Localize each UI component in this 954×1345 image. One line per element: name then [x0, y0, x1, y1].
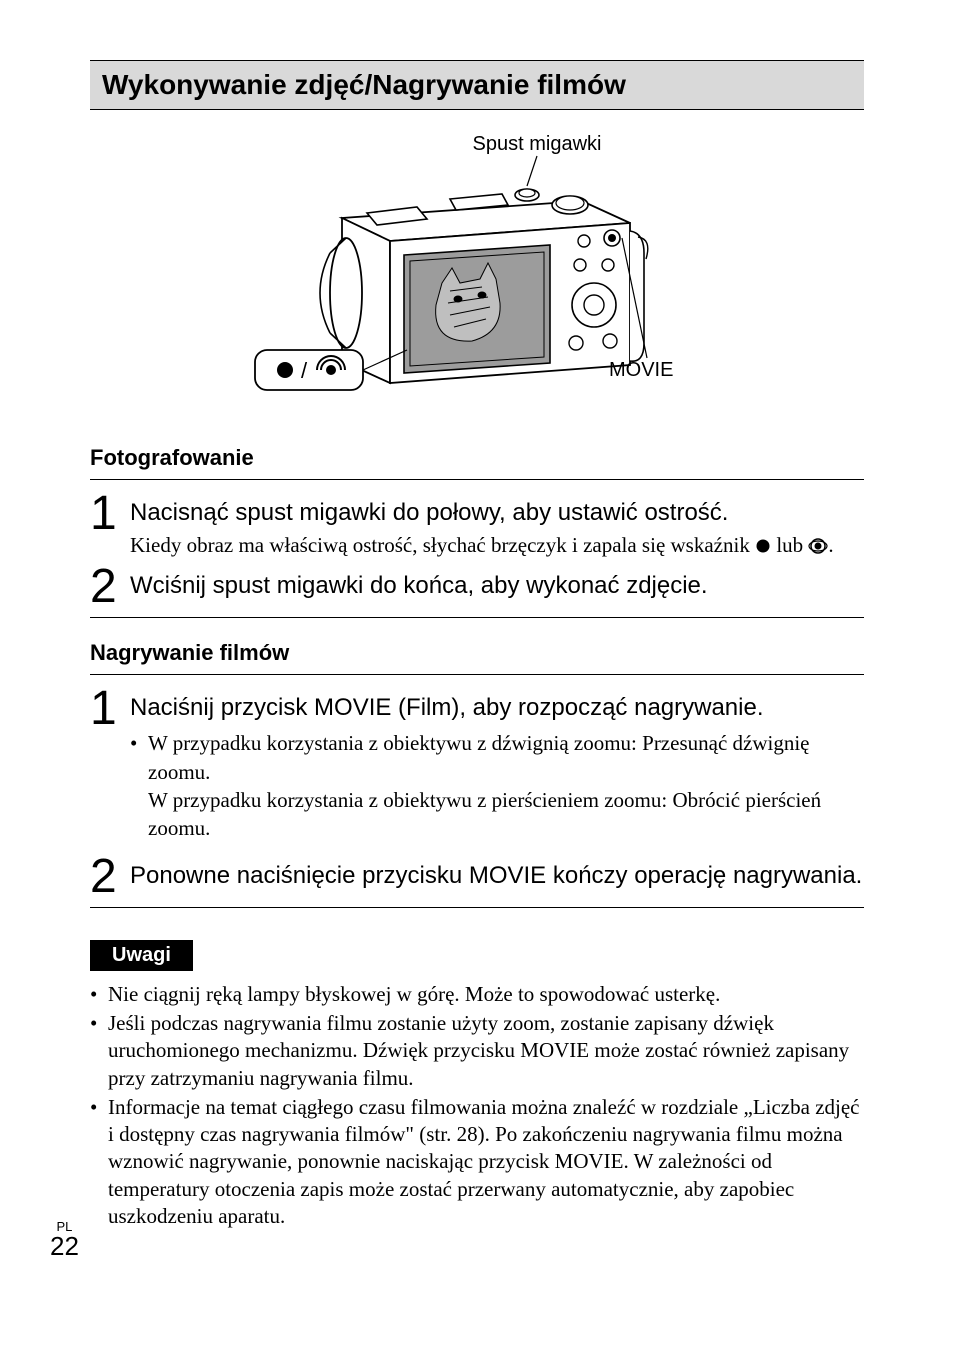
svg-text:/: / [301, 358, 308, 383]
step-number: 1 [90, 490, 130, 538]
notes-list: •Nie ciągnij ręką lampy błyskowej w górę… [90, 981, 864, 1231]
bullet-dot-icon: • [90, 1094, 108, 1230]
photo-section-title: Fotografowanie [90, 445, 864, 471]
step-heading: Wciśnij spust migawki do końca, aby wyko… [130, 571, 864, 601]
step-heading: Ponowne naciśnięcie przycisku MOVIE końc… [130, 861, 864, 891]
page-title-bar: Wykonywanie zdjęć/Nagrywanie filmów [90, 60, 864, 110]
divider [90, 907, 864, 908]
page-title: Wykonywanie zdjęć/Nagrywanie filmów [102, 69, 852, 101]
solid-circle-icon [755, 538, 771, 554]
camera-svg: Spust migawki [237, 128, 717, 418]
step-number: 2 [90, 853, 130, 901]
movie-step-2: 2 Ponowne naciśnięcie przycisku MOVIE ko… [90, 853, 864, 901]
photo-step-1: 1 Nacisnąć spust migawki do połowy, aby … [90, 490, 864, 559]
note-item: •Jeśli podczas nagrywania filmu zostanie… [90, 1010, 864, 1092]
step-sub-bullets: • W przypadku korzystania z obiektywu z … [130, 729, 864, 842]
divider [90, 479, 864, 480]
bullet-dot-icon: • [130, 729, 148, 842]
note-item: •Informacje na temat ciągłego czasu film… [90, 1094, 864, 1230]
step-heading: Naciśnij przycisk MOVIE (Film), aby rozp… [130, 693, 864, 723]
page-content: Wykonywanie zdjęć/Nagrywanie filmów Spus… [0, 0, 954, 1345]
footer-page-number: 22 [50, 1233, 79, 1259]
divider [90, 617, 864, 618]
movie-step-1: 1 Naciśnij przycisk MOVIE (Film), aby ro… [90, 685, 864, 842]
step-heading: Nacisnąć spust migawki do połowy, aby us… [130, 498, 864, 528]
notes-label: Uwagi [90, 940, 193, 971]
step-number: 2 [90, 563, 130, 611]
movie-label: MOVIE [609, 359, 673, 381]
movie-section-title: Nagrywanie filmów [90, 640, 864, 666]
divider [90, 674, 864, 675]
page-footer: PL 22 [50, 1220, 79, 1259]
shutter-label: Spust migawki [473, 133, 602, 155]
photo-step-2: 2 Wciśnij spust migawki do końca, aby wy… [90, 563, 864, 611]
camera-diagram: Spust migawki [90, 128, 864, 423]
bullet-dot-icon: • [90, 1010, 108, 1092]
sub-bullet-item: • W przypadku korzystania z obiektywu z … [130, 729, 864, 842]
target-circle-icon [808, 538, 828, 554]
bullet-dot-icon: • [90, 981, 108, 1008]
step-description: Kiedy obraz ma właściwą ostrość, słychać… [130, 532, 864, 559]
step-number: 1 [90, 685, 130, 733]
notes-section: Uwagi •Nie ciągnij ręką lampy błyskowej … [90, 918, 864, 1231]
movie-section: Nagrywanie filmów 1 Naciśnij przycisk MO… [90, 640, 864, 907]
photo-section: Fotografowanie 1 Nacisnąć spust migawki … [90, 445, 864, 618]
note-item: •Nie ciągnij ręką lampy błyskowej w górę… [90, 981, 864, 1008]
